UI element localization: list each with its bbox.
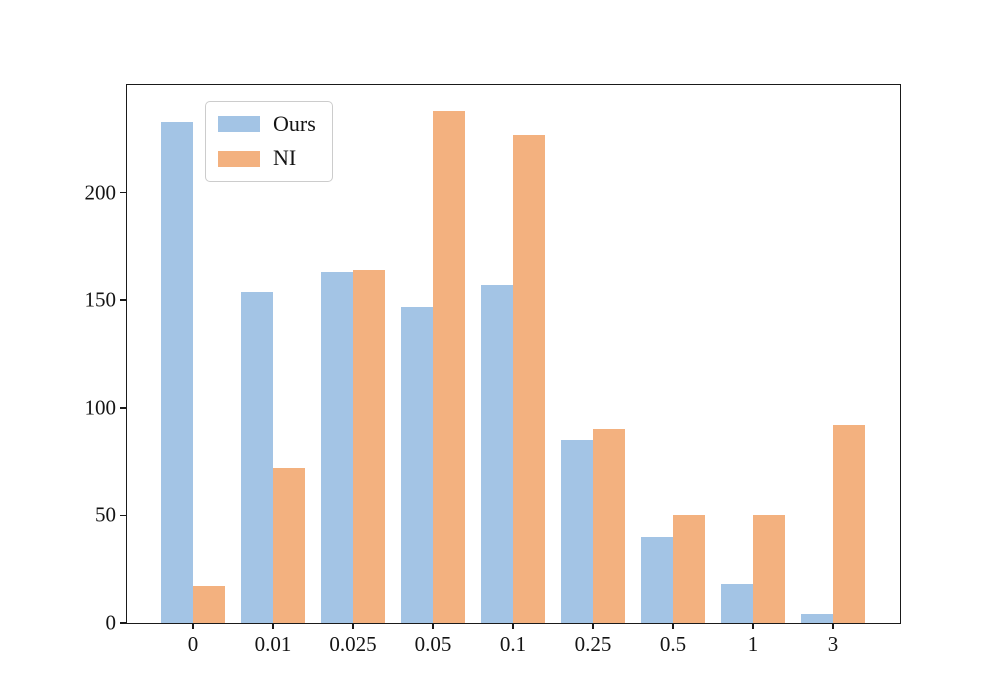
bar-ni-0.05 [433,110,465,623]
y-tick-150 [120,299,126,301]
bar-ours-0.01 [241,291,273,623]
bar-ni-0.025 [353,270,385,623]
y-tick-50 [120,514,126,517]
y-tick-label-200: 200 [84,180,117,205]
x-tick-0.05 [432,623,434,629]
bar-ours-0 [161,121,193,623]
legend-entry-ours: Ours [218,111,316,137]
bar-ours-0.5 [641,536,673,623]
bar-ni-0.01 [273,468,305,623]
y-tick-label-150: 150 [84,287,117,312]
legend-label-ni: NI [273,145,297,171]
y-tick-200 [120,191,126,194]
bar-ni-3 [833,425,865,623]
x-tick-0.25 [592,623,594,629]
x-tick-1 [752,623,754,629]
bar-ni-1 [753,515,785,623]
bar-ours-0.025 [321,272,353,623]
legend-label-ours: Ours [273,111,316,136]
x-tick-0.01 [272,623,274,629]
y-tick-label-100: 100 [84,395,117,420]
bar-ours-1 [721,584,753,623]
bar-ours-3 [801,614,833,623]
y-tick-100 [120,407,126,409]
x-tick-label-0.025: 0.025 [329,632,377,656]
bar-ours-0.25 [561,440,593,623]
y-tick-0 [120,622,126,624]
x-tick-label-0: 0 [187,632,199,656]
x-tick-0.1 [512,623,514,629]
legend-swatch-ours [218,116,260,133]
bar-ours-0.1 [481,285,513,623]
bar-ours-0.05 [401,306,433,623]
x-tick-0.5 [672,623,674,629]
x-tick-label-0.5: 0.5 [659,632,687,656]
x-tick-label-1: 1 [747,632,759,656]
x-tick-3 [832,623,834,629]
y-tick-label-50: 50 [95,502,116,527]
bar-ni-0.1 [513,134,545,623]
x-tick-label-0.25: 0.25 [574,632,612,656]
plot-area: Ours NI 0 0.01 0.025 0.05 0.1 0.25 0.5 1 3 0 50 100… [85,84,901,656]
x-tick-label-0.01: 0.01 [254,632,292,656]
y-tick-label-0: 0 [105,610,117,635]
bar-ni-0 [193,586,225,623]
bar-ni-0.25 [593,429,625,623]
bar-ni-0.5 [673,515,705,623]
x-tick-label-3: 3 [827,632,839,656]
x-tick-label-0.1: 0.1 [499,632,527,656]
x-tick-0 [192,623,194,629]
x-tick-0.025 [352,623,354,629]
x-tick-label-0.05: 0.05 [414,632,452,656]
legend-entry-ni: NI [218,145,316,171]
legend: Ours NI [205,101,333,182]
legend-swatch-ni [218,150,260,167]
